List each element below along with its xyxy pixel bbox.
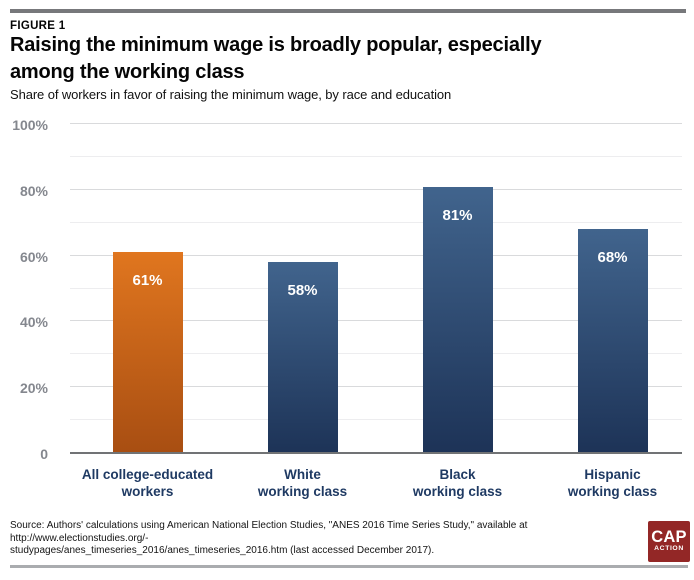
category-label: All college-educated workers — [60, 466, 235, 500]
y-tick-label: 60% — [19, 248, 48, 265]
category-label-line: Black — [439, 467, 476, 482]
gridline-minor — [70, 419, 682, 421]
bar-value-label: 58% — [287, 282, 318, 300]
gridline-major — [70, 254, 682, 256]
category-label-line: working class — [567, 484, 658, 499]
figure-label: FIGURE 1 — [10, 20, 66, 32]
bar-slot: 61% All college-educated workers — [70, 124, 225, 499]
bar: 68% — [577, 229, 648, 453]
bar-slot: 68% Hispanic working class — [535, 124, 690, 499]
gridline-major — [70, 386, 682, 388]
category-label-line: working class — [412, 484, 503, 499]
chart-title: Raising the minimum wage is broadly popu… — [10, 32, 542, 86]
category-label-line: working class — [257, 484, 348, 499]
y-tick-label: 20% — [19, 380, 48, 397]
source-line-1: Source: Authors' calculations using Amer… — [10, 520, 528, 544]
gridline-major — [70, 123, 682, 124]
logo-text-action: ACTION — [654, 545, 684, 552]
bar-value-label: 68% — [597, 249, 628, 267]
chart-subtitle: Share of workers in favor of raising the… — [10, 87, 452, 102]
category-label: Black working class — [370, 466, 545, 500]
chart-title-line-2: among the working class — [10, 61, 245, 83]
y-tick-label: 0 — [40, 446, 48, 462]
logo-text-cap: CAP — [651, 528, 687, 546]
bar-slot: 58% White working class — [225, 124, 380, 499]
gridline-minor — [70, 221, 682, 223]
plot-area: 61% All college-educated workers 58% White wo… — [12, 117, 690, 499]
gridline-major — [70, 320, 682, 322]
y-tick-label: 40% — [19, 314, 48, 331]
source-note: Source: Authors' calculations using Amer… — [10, 520, 638, 558]
x-axis-baseline — [70, 452, 682, 454]
top-divider — [10, 9, 686, 13]
cap-action-logo: CAP ACTION — [648, 521, 690, 562]
gridline-minor — [70, 287, 682, 289]
gridline-minor — [70, 353, 682, 355]
y-tick-label: 100% — [12, 117, 48, 133]
bar-value-label: 81% — [442, 206, 473, 224]
bar-value-label: 61% — [132, 272, 163, 290]
category-label: Hispanic working class — [525, 466, 694, 500]
category-label-line: Hispanic — [584, 467, 641, 482]
y-tick-label: 80% — [19, 182, 48, 199]
category-label-line: All college-educated — [81, 467, 214, 482]
bottom-divider — [10, 565, 688, 568]
bars-row: 61% All college-educated workers 58% White wo… — [70, 124, 690, 499]
chart-title-line-1: Raising the minimum wage is broadly popu… — [10, 34, 542, 56]
source-line-2: studypages/anes_timeseries_2016/anes_tim… — [10, 545, 435, 556]
bar: 58% — [267, 262, 338, 453]
gridline-major — [70, 188, 682, 190]
gridline-minor — [70, 155, 682, 157]
bar: 61% — [112, 252, 183, 453]
category-label: White working class — [215, 466, 390, 500]
bar-slot: 81% Black working class — [380, 124, 535, 499]
category-label-line: workers — [121, 484, 174, 499]
bar: 81% — [422, 186, 493, 453]
category-label-line: White — [284, 467, 321, 482]
